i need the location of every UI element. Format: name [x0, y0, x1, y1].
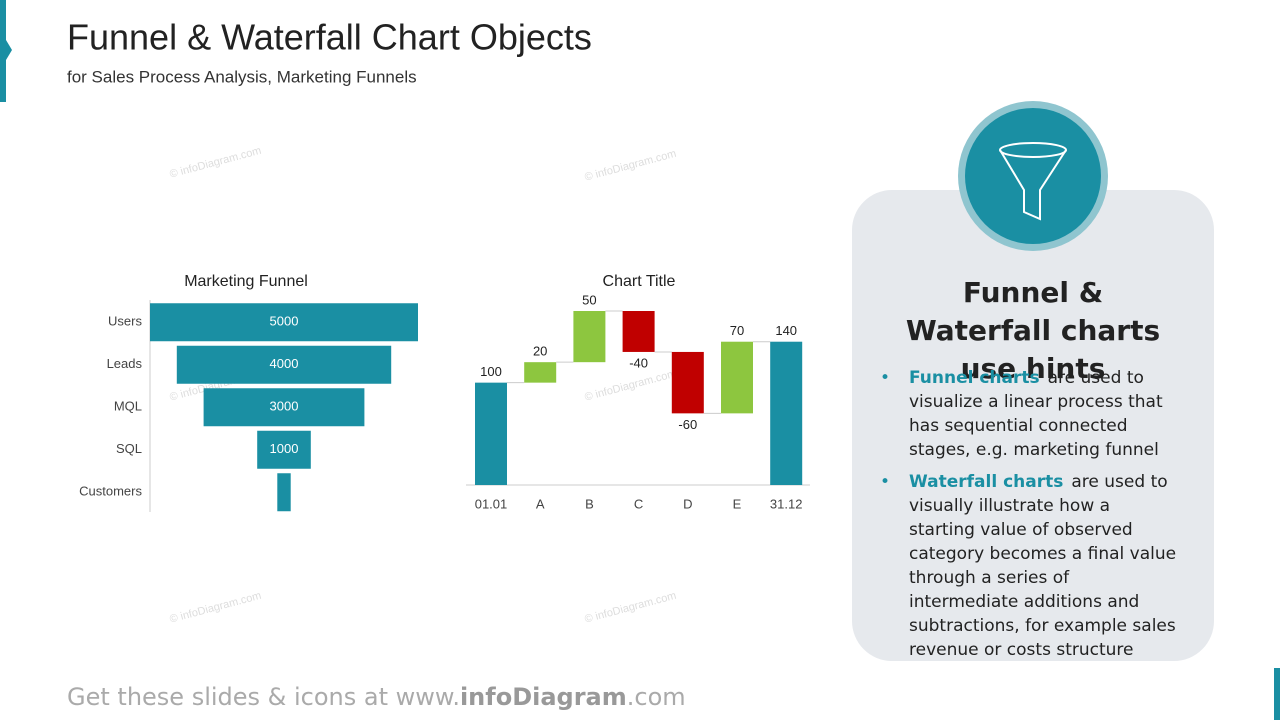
- data-label: 1000: [270, 441, 299, 456]
- data-label: 50: [582, 292, 596, 307]
- data-label: 3000: [270, 399, 299, 414]
- category-label: Customers: [79, 484, 142, 499]
- hint-lead: Funnel charts: [909, 368, 1040, 388]
- category-label: SQL: [116, 441, 142, 456]
- footer-prefix: Get these slides & icons at www.: [67, 683, 460, 711]
- x-tick-label: 31.12: [770, 496, 803, 511]
- hint-text: are used to visualize a linear process t…: [909, 368, 1163, 460]
- category-label: Leads: [107, 356, 143, 371]
- funnel-bar: [203, 388, 365, 427]
- icon-circle: [965, 108, 1101, 244]
- data-label: 100: [480, 364, 502, 379]
- chart-title: Chart Title: [603, 273, 676, 290]
- waterfall-bar: [475, 382, 507, 485]
- x-tick-label: C: [634, 496, 643, 511]
- waterfall-bar: [671, 351, 704, 414]
- funnel-icon: [999, 142, 1067, 221]
- x-tick-label: B: [585, 496, 594, 511]
- subtitle: for Sales Process Analysis, Marketing Fu…: [67, 67, 417, 86]
- accent-bar: [0, 0, 6, 102]
- data-label: -60: [678, 417, 697, 432]
- x-tick-label: A: [536, 496, 545, 511]
- waterfall-bar: [721, 341, 753, 414]
- waterfall-bar: [622, 311, 655, 352]
- watermark: © infoDiagram.com: [168, 590, 262, 626]
- funnel-bar: [176, 345, 392, 384]
- data-label: 4000: [270, 356, 299, 371]
- footer-suffix: .com: [626, 683, 686, 711]
- data-label: 140: [775, 323, 797, 338]
- hint-lead: Waterfall charts: [909, 472, 1064, 492]
- watermark: © infoDiagram.com: [168, 145, 262, 181]
- accent-bar: [1274, 668, 1280, 720]
- funnel-bar: [150, 303, 418, 342]
- x-tick-label: 01.01: [475, 496, 508, 511]
- category-label: MQL: [114, 399, 142, 414]
- data-label: 20: [533, 344, 547, 359]
- x-tick-label: E: [733, 496, 742, 511]
- footer-brand: infoDiagram: [459, 683, 627, 711]
- funnel-bar: [277, 473, 291, 512]
- waterfall-bar: [573, 311, 606, 363]
- x-tick-label: D: [683, 496, 692, 511]
- data-label: 5000: [270, 314, 299, 329]
- accent-arrow: [6, 40, 12, 60]
- category-label: Users: [108, 314, 142, 329]
- data-label: -40: [629, 355, 648, 370]
- chart-title: Marketing Funnel: [184, 273, 308, 290]
- watermark: © infoDiagram.com: [583, 590, 677, 626]
- title: Funnel & Waterfall Chart Objects: [67, 17, 592, 58]
- hint-title: Funnel & Waterfall charts use hints: [905, 276, 1161, 385]
- waterfall-bar: [770, 341, 803, 485]
- watermark: © infoDiagram.com: [583, 368, 677, 404]
- footer: Get these slides & icons at www.infoDiag…: [67, 683, 686, 711]
- waterfall-bar: [524, 362, 557, 383]
- hint-text: are used to visually illustrate how a st…: [909, 472, 1177, 660]
- funnel-bar: [257, 430, 311, 469]
- data-label: 70: [730, 323, 744, 338]
- watermark: © infoDiagram.com: [583, 148, 677, 184]
